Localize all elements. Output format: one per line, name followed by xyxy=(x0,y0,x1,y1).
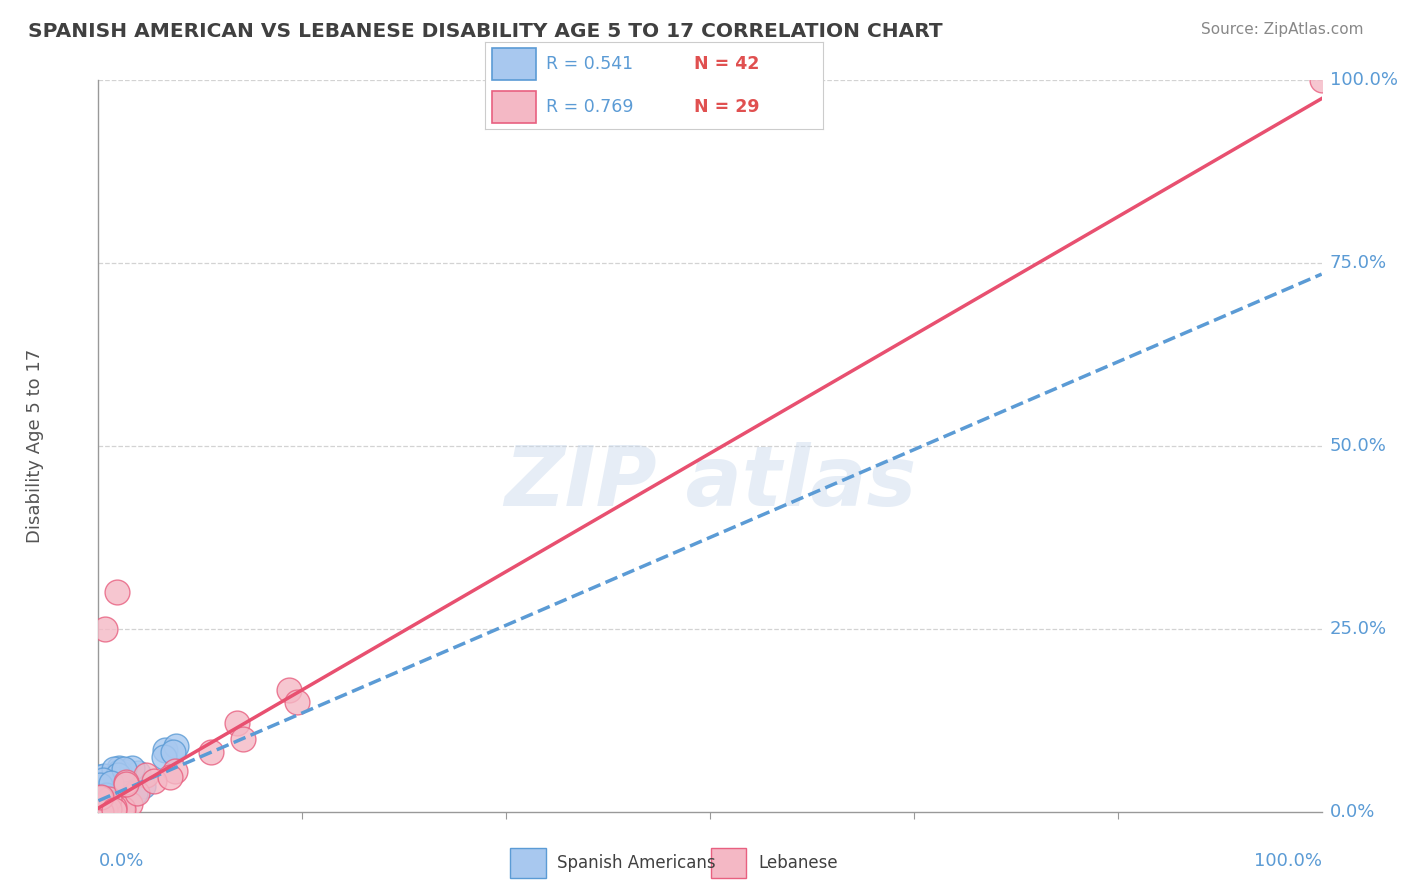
Bar xyxy=(492,91,536,123)
Point xyxy=(91,784,114,798)
Text: 0.0%: 0.0% xyxy=(1330,803,1375,821)
Point xyxy=(165,739,187,753)
Point xyxy=(101,794,124,808)
Point xyxy=(89,790,111,805)
Text: R = 0.769: R = 0.769 xyxy=(546,98,633,116)
Point xyxy=(89,784,111,798)
Point xyxy=(94,791,117,805)
Point xyxy=(89,797,111,811)
Point xyxy=(124,786,146,800)
Point xyxy=(91,796,114,810)
Point xyxy=(127,766,149,780)
Point xyxy=(91,799,114,814)
Bar xyxy=(510,848,546,879)
Point xyxy=(232,731,254,746)
Point xyxy=(94,803,117,817)
Point xyxy=(97,799,120,814)
Point xyxy=(104,786,127,800)
Point xyxy=(91,800,114,814)
Point xyxy=(100,785,122,799)
Point xyxy=(114,764,136,779)
Point xyxy=(114,775,136,789)
Point xyxy=(100,776,122,790)
Point xyxy=(90,805,112,819)
Text: N = 42: N = 42 xyxy=(695,55,759,73)
Point xyxy=(91,773,114,788)
Point xyxy=(111,802,134,816)
Point xyxy=(96,788,118,802)
Point xyxy=(142,774,165,789)
Point xyxy=(162,745,184,759)
Point xyxy=(107,760,129,774)
Point xyxy=(121,761,143,775)
Point xyxy=(90,799,112,814)
Point xyxy=(153,750,176,764)
Point xyxy=(1310,73,1333,87)
Point xyxy=(200,745,222,759)
Point xyxy=(96,799,118,814)
Point xyxy=(111,800,134,814)
Point xyxy=(159,770,181,784)
Point xyxy=(90,790,112,805)
Point xyxy=(108,765,131,780)
Point xyxy=(107,772,129,786)
Text: 100.0%: 100.0% xyxy=(1330,71,1398,89)
Point xyxy=(285,695,308,709)
Bar xyxy=(711,848,747,879)
Point xyxy=(117,782,139,797)
Point xyxy=(89,778,111,792)
Text: N = 29: N = 29 xyxy=(695,98,759,116)
Point xyxy=(135,768,157,782)
Text: ZIP atlas: ZIP atlas xyxy=(503,442,917,523)
Point xyxy=(87,770,110,784)
Bar xyxy=(492,48,536,80)
Point xyxy=(94,791,117,805)
Point xyxy=(93,769,115,783)
Point xyxy=(103,796,125,810)
Text: R = 0.541: R = 0.541 xyxy=(546,55,633,73)
Point xyxy=(108,796,131,810)
Point xyxy=(100,805,122,819)
Point xyxy=(278,682,301,697)
Point xyxy=(98,802,121,816)
Point xyxy=(90,791,112,805)
Point xyxy=(153,743,176,757)
Point xyxy=(90,805,112,819)
Point xyxy=(103,803,125,817)
Point xyxy=(107,768,129,782)
Point xyxy=(103,762,125,776)
Point xyxy=(125,786,148,800)
Point xyxy=(165,764,187,778)
Point xyxy=(118,797,141,811)
Text: 50.0%: 50.0% xyxy=(1330,437,1386,455)
Point xyxy=(103,800,125,814)
Point xyxy=(98,791,121,805)
Text: Spanish Americans: Spanish Americans xyxy=(557,855,716,872)
Text: Lebanese: Lebanese xyxy=(758,855,838,872)
Text: 75.0%: 75.0% xyxy=(1330,254,1388,272)
Text: Source: ZipAtlas.com: Source: ZipAtlas.com xyxy=(1201,22,1364,37)
Text: 25.0%: 25.0% xyxy=(1330,620,1388,638)
Text: SPANISH AMERICAN VS LEBANESE DISABILITY AGE 5 TO 17 CORRELATION CHART: SPANISH AMERICAN VS LEBANESE DISABILITY … xyxy=(28,22,943,41)
Text: 100.0%: 100.0% xyxy=(1254,852,1322,870)
Point xyxy=(93,622,115,636)
Point xyxy=(115,776,138,790)
Point xyxy=(91,791,114,805)
Point xyxy=(96,796,118,810)
Point xyxy=(105,585,128,599)
Point xyxy=(226,716,249,731)
Point xyxy=(112,762,135,776)
Point xyxy=(97,780,120,795)
Point xyxy=(131,779,153,793)
Text: Disability Age 5 to 17: Disability Age 5 to 17 xyxy=(25,349,44,543)
Text: 0.0%: 0.0% xyxy=(98,852,143,870)
Point xyxy=(90,790,112,805)
